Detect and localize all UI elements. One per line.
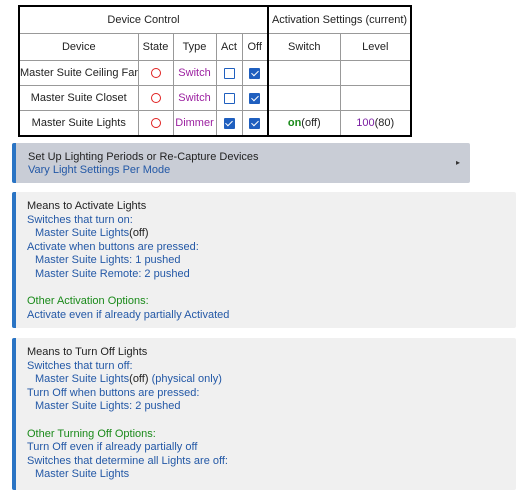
other-activation-label: Other Activation Options: — [27, 295, 149, 308]
button-item: Master Suite Remote: 2 pushed — [35, 267, 190, 280]
other-turning-off-item: Turn Off even if already partially off — [27, 441, 198, 454]
switch-item: Master Suite Lights(off) (physical only) — [27, 373, 228, 387]
switches-turn-off-label: Switches that turn off: — [27, 359, 133, 372]
all-off-switch-item: Master Suite Lights — [35, 468, 130, 481]
state-off-icon[interactable] — [150, 93, 161, 104]
switch-item-state: (off) — [129, 227, 149, 240]
col-header-device: Device — [18, 33, 139, 61]
act-checkbox[interactable] — [223, 92, 235, 104]
activate-buttons-label: Activate when buttons are pressed: — [27, 240, 199, 253]
col-header-switch: Switch — [267, 33, 341, 61]
switch-setting — [267, 85, 341, 111]
state-off-icon[interactable] — [150, 68, 161, 79]
expand-arrow-icon[interactable]: ▸ — [455, 158, 460, 167]
off-checkbox[interactable] — [249, 117, 261, 129]
col-header-state: State — [137, 33, 174, 61]
switch-on-value: on — [287, 117, 302, 129]
switch-setting[interactable]: on(off) — [267, 110, 341, 137]
switch-current-value: (off) — [301, 117, 321, 129]
act-checkbox[interactable] — [223, 117, 235, 129]
table-row: Master Suite Ceiling Fan Switch — [18, 60, 412, 86]
device-type[interactable]: Dimmer — [172, 110, 217, 137]
level-setting[interactable]: 100(80) — [339, 110, 412, 137]
button-item: Master Suite Lights: 1 pushed — [35, 254, 181, 267]
other-activation-item: Activate even if already partially Activ… — [27, 308, 230, 321]
switch-item-name: Master Suite Lights — [35, 227, 130, 240]
other-turning-off-label: Other Turning Off Options: — [27, 427, 156, 440]
table-row: Master Suite Lights Dimmer on(off) 100(8… — [18, 110, 412, 137]
device-control-table: Device Control Activation Settings (curr… — [18, 5, 412, 137]
table-row: Master Suite Closet Switch — [18, 85, 412, 111]
activation-settings-header: Activation Settings (current) — [267, 5, 412, 34]
device-name: Master Suite Lights — [18, 110, 139, 137]
switch-setting — [267, 60, 341, 86]
col-header-off: Off — [241, 33, 269, 61]
act-checkbox[interactable] — [223, 67, 235, 79]
switch-item-name: Master Suite Lights — [35, 373, 130, 386]
turn-off-heading: Means to Turn Off Lights — [27, 346, 148, 358]
switch-item-state: (off) — [129, 373, 149, 386]
switch-item: Master Suite Lights(off) — [27, 227, 229, 241]
activate-lights-panel[interactable]: Means to Activate Lights Switches that t… — [12, 192, 516, 328]
button-item: Master Suite Lights: 2 pushed — [35, 400, 181, 413]
turn-off-lights-panel[interactable]: Means to Turn Off Lights Switches that t… — [12, 338, 516, 490]
level-current-value: (80) — [374, 117, 395, 129]
col-header-type: Type — [172, 33, 217, 61]
device-type[interactable]: Switch — [172, 85, 217, 111]
off-checkbox[interactable] — [249, 92, 261, 104]
setup-panel-title: Set Up Lighting Periods or Re-Capture De… — [28, 151, 259, 163]
level-value: 100 — [356, 117, 375, 129]
turn-off-buttons-label: Turn Off when buttons are pressed: — [27, 386, 200, 399]
switches-turn-on-label: Switches that turn on: — [27, 213, 133, 226]
all-off-switches-label: Switches that determine all Lights are o… — [27, 454, 228, 467]
setup-lighting-periods-panel[interactable]: Set Up Lighting Periods or Re-Capture De… — [12, 143, 470, 183]
level-setting — [339, 60, 412, 86]
state-off-icon[interactable] — [150, 118, 161, 129]
off-checkbox[interactable] — [249, 67, 261, 79]
device-name: Master Suite Closet — [18, 85, 139, 111]
switch-item-note: (physical only) — [148, 373, 222, 386]
setup-panel-subtitle: Vary Light Settings Per Mode — [28, 164, 171, 176]
col-header-act: Act — [215, 33, 243, 61]
level-setting — [339, 85, 412, 111]
device-control-header: Device Control — [18, 5, 269, 34]
device-type[interactable]: Switch — [172, 60, 217, 86]
col-header-level: Level — [339, 33, 412, 61]
device-name: Master Suite Ceiling Fan — [18, 60, 139, 86]
activate-heading: Means to Activate Lights — [27, 200, 147, 212]
